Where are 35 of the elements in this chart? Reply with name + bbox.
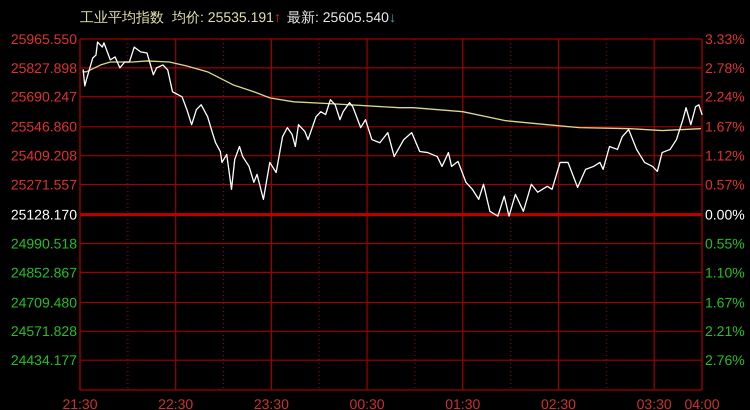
x-tick-label: 23:30 xyxy=(254,396,290,410)
y2-tick-label: 0.57% xyxy=(705,176,745,192)
y-tick-label: 25827.898 xyxy=(10,60,78,76)
y2-tick-label: 2.76% xyxy=(705,352,745,368)
y-tick-label: 24990.518 xyxy=(10,235,78,252)
y-tick-label: 24571.828 xyxy=(10,323,78,340)
x-tick-label: 02:30 xyxy=(540,396,576,410)
y-tick-label: 24709.480 xyxy=(10,294,78,310)
y2-tick-label: 0.55% xyxy=(705,235,745,252)
x-tick-label: 21:30 xyxy=(62,396,98,410)
y-tick-label: 24852.867 xyxy=(10,264,78,280)
x-tick-label: 00:30 xyxy=(350,396,385,410)
y2-tick-label: 2.21% xyxy=(705,322,745,339)
x-tick-label: 04:00 xyxy=(684,396,720,410)
y2-tick-label: 2.24% xyxy=(705,88,745,104)
chart-title: 工业平均指数 xyxy=(80,8,164,25)
x-tick-label: 01:30 xyxy=(445,396,480,410)
text: 均价: 25535.191↑ xyxy=(171,8,281,25)
y2-tick-label: 3.33% xyxy=(705,30,745,47)
y-tick-label: 25409.208 xyxy=(10,148,78,164)
y-tick-label: 25546.860 xyxy=(10,118,78,135)
y2-tick-label: 1.10% xyxy=(705,264,745,280)
x-tick-label: 22:30 xyxy=(158,396,194,410)
x-tick-label: 03:30 xyxy=(636,396,672,410)
y2-tick-label: 0.00% xyxy=(705,206,745,222)
y-tick-label: 25965.550 xyxy=(10,30,78,47)
y-tick-label: 24434.177 xyxy=(10,352,78,368)
y-tick-label: 25128.170 xyxy=(10,206,78,223)
y2-tick-label: 1.67% xyxy=(705,294,745,310)
y-tick-label: 25271.557 xyxy=(10,176,78,192)
y2-tick-label: 1.67% xyxy=(705,118,745,134)
y-tick-label: 25690.247 xyxy=(10,88,78,105)
text: 最新: 25605.540↓ xyxy=(286,8,396,25)
y2-tick-label: 1.12% xyxy=(705,147,745,164)
y2-tick-label: 2.78% xyxy=(705,60,745,76)
